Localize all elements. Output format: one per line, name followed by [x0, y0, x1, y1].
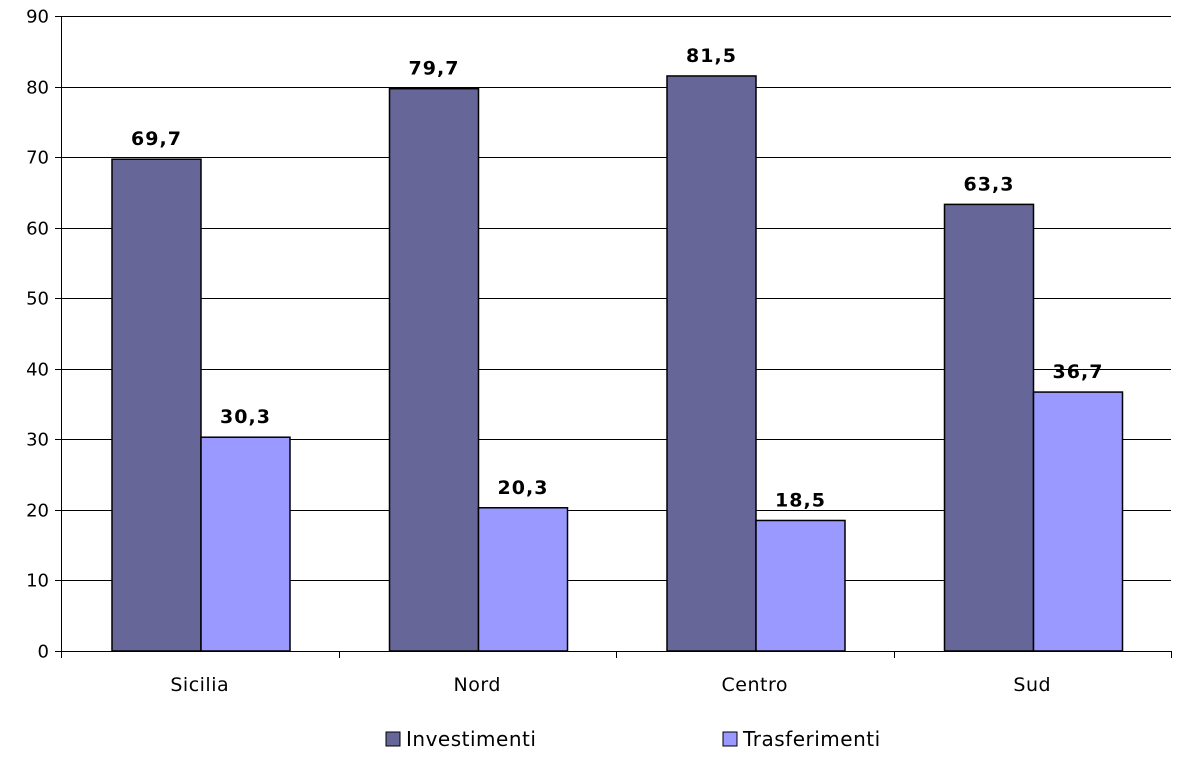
x-tick-label: Sud	[1013, 674, 1051, 696]
bar-trasferimenti-centro	[755, 519, 846, 652]
data-label: 30,3	[220, 406, 271, 428]
data-label: 63,3	[964, 173, 1015, 195]
y-tick-label: 20	[26, 501, 49, 522]
y-tick-label: 10	[26, 571, 49, 592]
bar-investimenti-sud	[943, 203, 1035, 652]
bar-investimenti-sicilia	[111, 158, 202, 652]
legend: Investimenti Trasferimenti	[385, 727, 881, 751]
y-tick-label: 50	[26, 289, 49, 310]
x-axis: Sicilia Nord Centro Sud	[61, 651, 1172, 696]
y-tick-label: 40	[26, 360, 49, 381]
data-labels: 69,7 30,3 79,7 20,3 81,5 18,5 63,3 36,7	[131, 45, 1104, 512]
legend-label-investimenti: Investimenti	[406, 727, 536, 751]
bar-investimenti-nord	[388, 87, 480, 652]
legend-swatch-investimenti	[385, 731, 401, 747]
data-label: 18,5	[775, 489, 826, 511]
y-axis: 0 10 20 30 40 50 60 70 80 90	[26, 7, 62, 663]
data-label: 36,7	[1053, 361, 1104, 383]
x-tick-label: Sicilia	[170, 674, 229, 696]
y-tick-label: 30	[26, 430, 49, 451]
y-tick-label: 70	[26, 148, 49, 169]
y-tick-label: 80	[26, 78, 49, 99]
bar-trasferimenti-nord	[477, 507, 569, 652]
bars	[111, 75, 1124, 652]
bar-trasferimenti-sicilia	[200, 436, 291, 652]
bar-investimenti-centro	[666, 75, 757, 652]
x-tick-label: Centro	[722, 674, 788, 696]
bar-trasferimenti-sud	[1032, 391, 1124, 652]
data-label: 81,5	[686, 45, 737, 67]
legend-swatch-trasferimenti	[722, 731, 738, 747]
data-label: 20,3	[498, 477, 549, 499]
data-label: 79,7	[409, 58, 460, 80]
y-tick-label: 60	[26, 219, 49, 240]
y-tick-label: 0	[38, 642, 49, 663]
x-tick-label: Nord	[454, 674, 501, 696]
legend-label-trasferimenti: Trasferimenti	[742, 727, 881, 751]
y-tick-label: 90	[26, 7, 49, 28]
data-label: 69,7	[131, 128, 182, 150]
